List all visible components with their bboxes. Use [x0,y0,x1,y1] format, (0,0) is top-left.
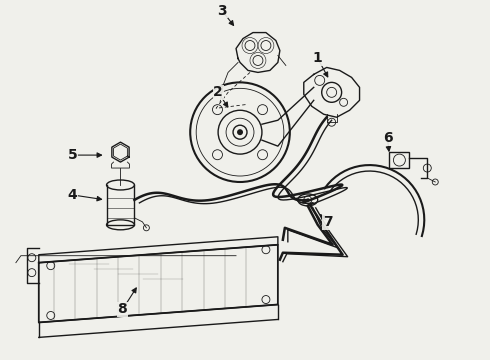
Text: 2: 2 [213,85,223,99]
Bar [390,152,409,168]
Text: 1: 1 [313,51,322,66]
Text: 6: 6 [383,131,392,145]
Text: 5: 5 [68,148,77,162]
Text: 3: 3 [217,4,227,18]
Text: 8: 8 [118,302,127,316]
Text: 7: 7 [323,215,333,229]
Text: 4: 4 [68,188,77,202]
Circle shape [237,129,243,135]
Ellipse shape [298,194,318,206]
